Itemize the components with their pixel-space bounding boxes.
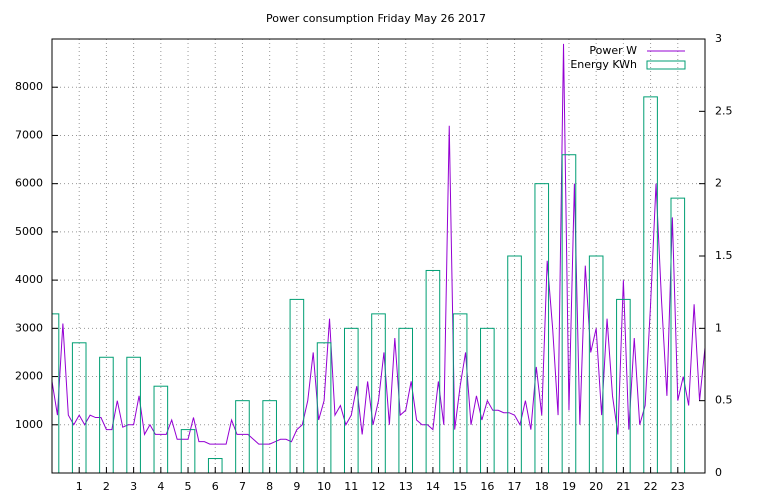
energy-box [425,269,441,473]
x-tick-label: 7 [239,480,246,493]
energy-box [153,385,169,473]
x-tick-label: 1 [76,480,83,493]
energy-box [588,255,604,473]
energy-box [398,327,414,473]
y2-tick-label: 2.5 [715,104,733,117]
x-tick-label: 13 [399,480,413,493]
y2-tick-label: 1.5 [715,249,733,262]
x-tick-label: 19 [562,480,576,493]
x-tick-label: 15 [453,480,467,493]
y2-tick-label: 0.5 [715,394,733,407]
energy-box [480,327,495,473]
y-tick-label: 6000 [15,177,43,190]
energy-box [180,429,196,473]
x-tick-label: 22 [644,480,658,493]
plot-area [52,43,705,473]
energy-box [670,197,686,473]
y2-tick-label: 1 [715,321,722,334]
y2-tick-label: 2 [715,177,722,190]
y-tick-label: 7000 [15,128,43,141]
x-tick-label: 5 [185,480,192,493]
y-tick-label: 4000 [15,273,43,286]
x-tick-label: 17 [508,480,522,493]
x-tick-label: 6 [212,480,219,493]
power-line [52,43,705,445]
energy-box [371,313,386,473]
y2-tick-label: 3 [715,32,722,45]
x-tick-label: 14 [426,480,440,493]
y-tick-label: 3000 [15,321,43,334]
x-tick-label: 20 [589,480,603,493]
energy-box [289,298,305,473]
legend-swatch [646,60,686,70]
energy-box [643,96,658,473]
x-tick-label: 21 [616,480,630,493]
y-tick-label: 5000 [15,225,43,238]
chart-title: Power consumption Friday May 26 2017 [266,12,486,25]
y-tick-label: 8000 [15,80,43,93]
x-tick-label: 12 [372,480,386,493]
legend-label: Power W [589,44,637,57]
x-tick-label: 10 [317,480,331,493]
x-tick-label: 2 [103,480,110,493]
x-tick-label: 16 [480,480,494,493]
y-tick-label: 2000 [15,370,43,383]
x-tick-label: 23 [671,480,685,493]
x-tick-label: 9 [293,480,300,493]
energy-box [534,183,550,473]
energy-box [561,154,577,473]
energy-box [343,327,359,473]
x-tick-label: 18 [535,480,549,493]
energy-box [452,313,468,473]
x-tick-label: 11 [344,480,358,493]
y-tick-label: 1000 [15,418,43,431]
y2-tick-label: 0 [715,466,722,479]
energy-box [616,298,631,473]
axes: 1000 2000 3000 4000 5000 6000 7000 8000 0 0.5 1 1.5… [15,32,733,493]
x-tick-label: 3 [130,480,137,493]
grid [52,39,705,473]
legend-label: Energy KWh [570,58,637,71]
energy-box [507,255,522,473]
x-tick-label: 8 [266,480,273,493]
x-tick-label: 4 [157,480,164,493]
